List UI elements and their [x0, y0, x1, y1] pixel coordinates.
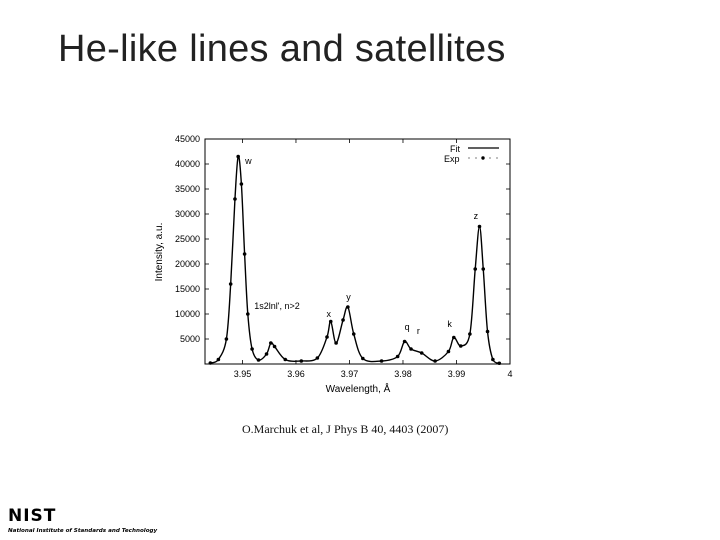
- y-tick-label: 35000: [175, 184, 200, 194]
- exp-point: [346, 305, 350, 309]
- exp-point: [233, 197, 237, 201]
- exp-point: [283, 357, 288, 362]
- exp-point: [269, 341, 273, 345]
- x-tick-label: 3.96: [287, 369, 305, 379]
- exp-point: [477, 224, 482, 229]
- exp-point: [250, 347, 254, 351]
- fit-series: [210, 155, 500, 364]
- exp-point: [497, 361, 502, 366]
- exp-point: [491, 357, 495, 362]
- y-tick-label: 40000: [175, 159, 200, 169]
- y-tick-label: 30000: [175, 209, 200, 219]
- annotation-label: w: [244, 156, 252, 166]
- exp-point: [224, 337, 229, 341]
- plot-frame: [204, 138, 511, 365]
- exp-point: [395, 354, 400, 359]
- annotation-label: z: [474, 211, 479, 221]
- exp-point: [256, 358, 261, 362]
- exp-point: [208, 361, 213, 365]
- exp-point: [264, 352, 269, 356]
- x-ticks: 3.95 3.96 3.97 3.98 3.99 4: [234, 139, 513, 379]
- exp-point: [379, 359, 384, 363]
- y-tick-label: 15000: [175, 284, 200, 294]
- y-tick-label: 25000: [175, 234, 200, 244]
- exp-point: [433, 359, 437, 363]
- x-tick-label: 3.95: [234, 369, 252, 379]
- annotation-label: y: [346, 292, 351, 302]
- exp-point: [315, 356, 320, 360]
- nist-logo: NIST National Institute of Standards and…: [8, 506, 183, 535]
- fit-line: [210, 155, 500, 364]
- y-ticks: 5000 10000 15000 20000 25000 30000 35000 40000 4…: [175, 134, 510, 344]
- exp-series: [208, 154, 502, 366]
- exp-point: [341, 318, 345, 322]
- y-tick-label: 5000: [180, 334, 200, 344]
- exp-point: [236, 154, 240, 159]
- exp-point: [242, 252, 247, 256]
- annotation-label: r: [417, 326, 420, 336]
- exp-point: [334, 341, 338, 345]
- exp-point: [239, 182, 244, 186]
- y-tick-label: 10000: [175, 309, 200, 319]
- exp-point: [216, 357, 221, 362]
- exp-point: [409, 347, 413, 351]
- annotation-label: k: [447, 319, 452, 329]
- exp-point: [473, 267, 478, 271]
- exp-point: [299, 359, 304, 363]
- legend: Fit Exp: [444, 144, 499, 164]
- x-tick-label: 3.99: [448, 369, 466, 379]
- annotation-label: x: [326, 309, 331, 319]
- exp-point: [246, 312, 250, 316]
- y-tick-label: 20000: [175, 259, 200, 269]
- x-axis-label: Wavelength, Å: [326, 382, 391, 395]
- spectrum-chart: 5000 10000 15000 20000 25000 30000 35000 40000 4…: [154, 134, 513, 395]
- exp-point: [272, 344, 277, 349]
- exp-point: [446, 349, 451, 354]
- exp-point: [485, 329, 490, 334]
- exp-point: [419, 351, 424, 355]
- exp-point: [325, 335, 329, 339]
- x-tick-label: 3.97: [341, 369, 359, 379]
- legend-exp-label: Exp: [444, 154, 460, 164]
- y-tick-label: 45000: [175, 134, 200, 144]
- y-axis-label: Intensity, a.u.: [154, 223, 165, 282]
- exp-point: [452, 335, 456, 340]
- exp-point: [468, 332, 472, 336]
- annotation-label: 1s2lnl', n>2: [254, 301, 300, 311]
- exp-point: [351, 332, 356, 336]
- legend-fit-label: Fit: [450, 144, 460, 154]
- exp-point: [458, 344, 463, 348]
- exp-point: [328, 319, 333, 324]
- exp-point: [402, 339, 407, 344]
- exp-point: [361, 356, 365, 361]
- slide-title: He-like lines and satellites: [58, 28, 506, 70]
- x-tick-label: 4: [507, 369, 512, 379]
- citation: O.Marchuk et al, J Phys B 40, 4403 (2007…: [242, 422, 449, 436]
- annotation-label: q: [405, 322, 410, 332]
- nist-subtitle: National Institute of Standards and Tech…: [8, 528, 158, 534]
- nist-wordmark: NIST: [8, 506, 57, 526]
- legend-exp-point: [481, 156, 485, 160]
- exp-point: [481, 267, 486, 271]
- x-tick-label: 3.98: [394, 369, 412, 379]
- annotations: w 1s2lnl', n>2 x y q r k z: [244, 156, 478, 336]
- exp-point: [228, 282, 233, 286]
